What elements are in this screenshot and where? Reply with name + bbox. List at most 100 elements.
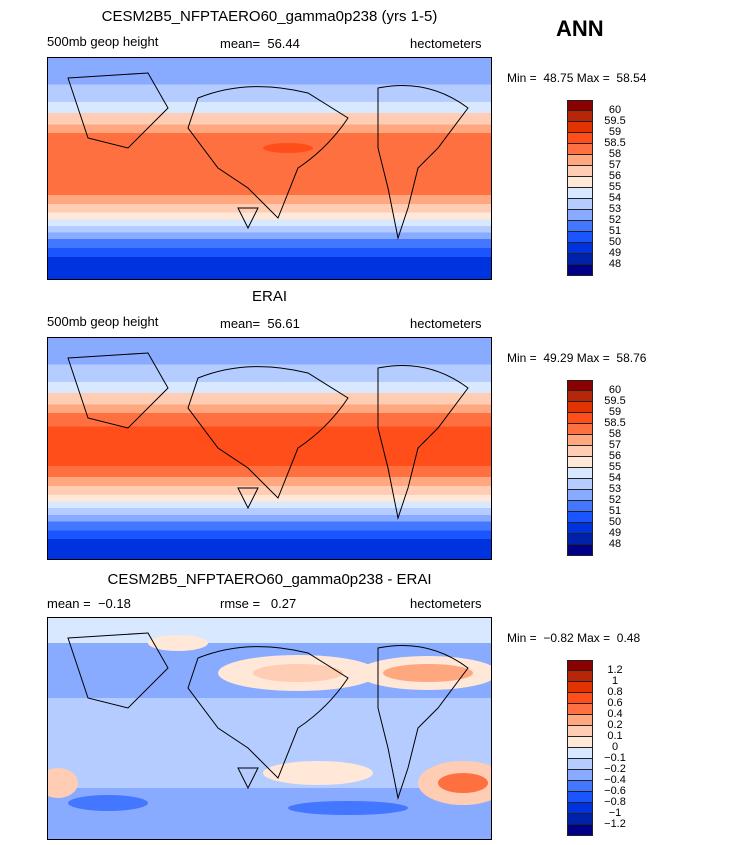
model-map <box>47 57 492 280</box>
colorbar-swatch <box>567 265 593 276</box>
colorbar-tick-label: 54 <box>608 472 622 484</box>
colorbar-1 <box>567 100 593 276</box>
colorbar-tick-label: 48 <box>608 538 622 550</box>
panel-3-rmse: rmse = 0.27 <box>220 596 297 611</box>
colorbar-tick-label: −1.2 <box>604 818 626 830</box>
panel-2-minmax: Min = 49.29 Max = 58.76 <box>507 351 647 365</box>
panel-3-mean: mean = −0.18 <box>47 596 131 611</box>
colorbar-swatch <box>567 155 593 166</box>
colorbar-tick-label: −0.6 <box>604 785 626 797</box>
colorbar-3 <box>567 660 593 836</box>
colorbar-swatch <box>567 199 593 210</box>
colorbar-swatch <box>567 391 593 402</box>
colorbar-swatch <box>567 402 593 413</box>
colorbar-swatch <box>567 682 593 693</box>
colorbar-swatch <box>567 435 593 446</box>
panel-2-title: ERAI <box>251 288 287 305</box>
colorbar-tick-label: 59.5 <box>604 395 626 407</box>
panel-3-title: CESM2B5_NFPTAERO60_gamma0p238 - ERAI <box>107 571 432 588</box>
panel-1-title: CESM2B5_NFPTAERO60_gamma0p238 (yrs 1-5) <box>101 8 438 25</box>
colorbar-1-labels: 60 59.5 59 58.5 58 57 56 55 54 53 52 51 50 49 48 <box>598 105 632 270</box>
colorbar-tick-label: 0.6 <box>607 697 623 709</box>
panel-1-units: hectometers <box>410 36 482 51</box>
colorbar-swatch <box>567 479 593 490</box>
colorbar-swatch <box>567 111 593 122</box>
panel-2-mean: mean= 56.61 <box>220 316 300 331</box>
colorbar-tick-label: 52 <box>608 494 622 506</box>
panel-1-mean: mean= 56.44 <box>220 36 300 51</box>
panel-3-units: hectometers <box>410 596 482 611</box>
colorbar-swatch <box>567 781 593 792</box>
colorbar-tick-label: 0 <box>611 741 619 753</box>
colorbar-tick-label: 51 <box>608 505 622 517</box>
colorbar-tick-label: 59 <box>608 406 622 418</box>
colorbar-tick-label: 59 <box>608 126 622 138</box>
colorbar-swatch <box>567 660 593 671</box>
colorbar-tick-label: 53 <box>608 483 622 495</box>
colorbar-tick-label: 57 <box>608 159 622 171</box>
colorbar-tick-label: 60 <box>608 384 622 396</box>
colorbar-swatch <box>567 512 593 523</box>
coastlines <box>67 72 469 240</box>
difference-map <box>47 617 492 840</box>
colorbar-tick-label: 52 <box>608 214 622 226</box>
colorbar-swatch <box>567 468 593 479</box>
colorbar-tick-label: 54 <box>608 192 622 204</box>
colorbar-swatch <box>567 534 593 545</box>
colorbar-swatch <box>567 413 593 424</box>
colorbar-swatch <box>567 704 593 715</box>
panel-2-variable: 500mb geop height <box>47 314 159 329</box>
colorbar-tick-label: 53 <box>608 203 622 215</box>
colorbar-swatch <box>567 166 593 177</box>
panel-1-variable: 500mb geop height <box>47 34 159 49</box>
colorbar-swatch <box>567 792 593 803</box>
colorbar-tick-label: 58 <box>608 148 622 160</box>
colorbar-swatch <box>567 748 593 759</box>
colorbar-swatch <box>567 177 593 188</box>
colorbar-swatch <box>567 770 593 781</box>
colorbar-tick-label: 55 <box>608 461 622 473</box>
difference-contours <box>48 618 491 815</box>
colorbar-tick-label: 49 <box>608 247 622 259</box>
colorbar-tick-label: 50 <box>608 516 622 528</box>
colorbar-swatch <box>567 100 593 111</box>
colorbar-swatch <box>567 380 593 391</box>
panel-3-minmax: Min = −0.82 Max = 0.48 <box>507 631 641 645</box>
colorbar-swatch <box>567 545 593 556</box>
colorbar-swatch <box>567 814 593 825</box>
colorbar-tick-label: −0.8 <box>604 796 626 808</box>
colorbar-tick-label: 55 <box>608 181 622 193</box>
colorbar-tick-label: 56 <box>608 450 622 462</box>
colorbar-tick-label: 56 <box>608 170 622 182</box>
colorbar-swatch <box>567 490 593 501</box>
colorbar-swatch <box>567 188 593 199</box>
colorbar-tick-label: 0.4 <box>607 708 623 720</box>
colorbar-swatch <box>567 424 593 435</box>
colorbar-swatch <box>567 446 593 457</box>
colorbar-tick-label: −0.2 <box>604 763 626 775</box>
colorbar-swatch <box>567 825 593 836</box>
colorbar-swatch <box>567 671 593 682</box>
colorbar-swatch <box>567 693 593 704</box>
reanalysis-map <box>47 337 492 560</box>
colorbar-swatch <box>567 133 593 144</box>
colorbar-2 <box>567 380 593 556</box>
colorbar-swatch <box>567 254 593 265</box>
colorbar-swatch <box>567 457 593 468</box>
colorbar-swatch <box>567 122 593 133</box>
colorbar-tick-label: 58.5 <box>604 137 626 149</box>
colorbar-tick-label: 50 <box>608 236 622 248</box>
colorbar-tick-label: −1 <box>608 807 622 819</box>
colorbar-swatch <box>567 759 593 770</box>
colorbar-swatch <box>567 210 593 221</box>
colorbar-tick-label: 0.8 <box>607 686 623 698</box>
coastlines <box>67 352 469 520</box>
colorbar-tick-label: 59.5 <box>604 115 626 127</box>
colorbar-swatch <box>567 144 593 155</box>
colorbar-tick-label: 1 <box>611 675 619 687</box>
season-label: ANN <box>556 16 604 41</box>
colorbar-tick-label: 48 <box>608 258 622 270</box>
colorbar-tick-label: −0.1 <box>604 752 626 764</box>
colorbar-3-labels: 1.2 1 0.8 0.6 0.4 0.2 0.1 0 −0.1 −0.2 −0.4 −0.6 −0.8… <box>598 665 632 830</box>
